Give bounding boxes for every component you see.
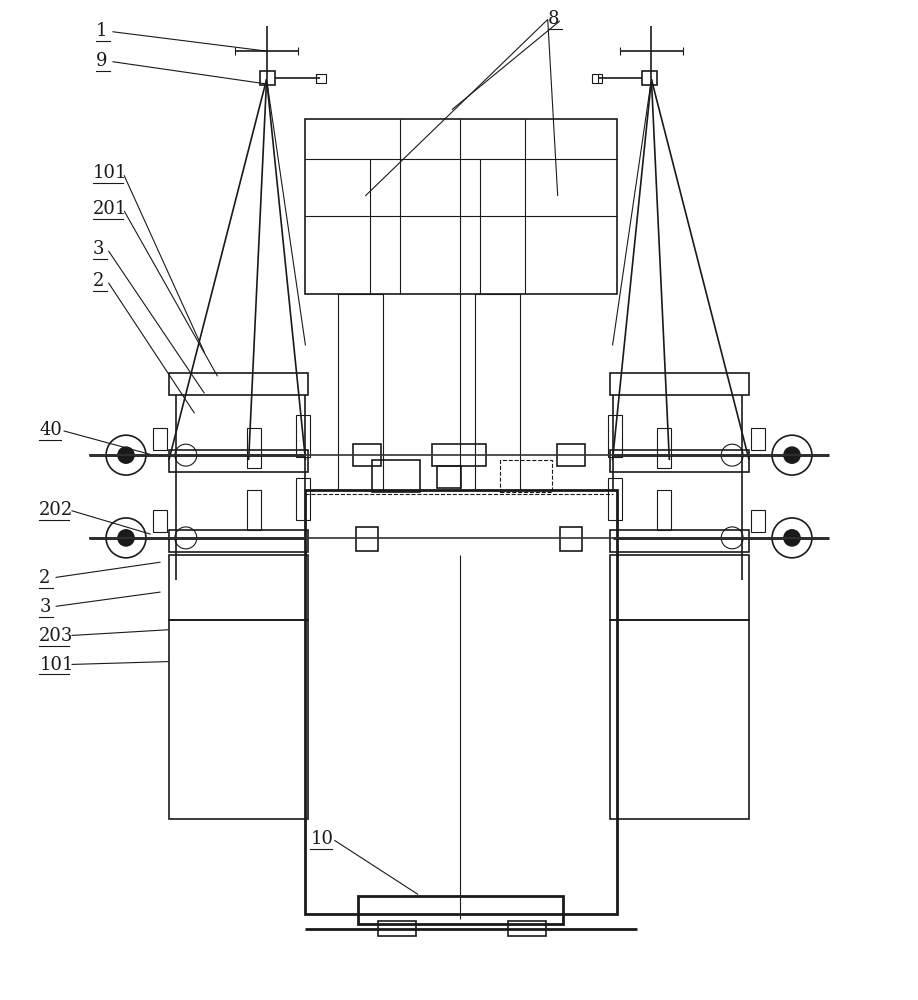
- Bar: [353, 444, 381, 466]
- Bar: [610, 450, 749, 472]
- Bar: [169, 555, 308, 620]
- Bar: [610, 620, 749, 819]
- Text: 3: 3: [39, 598, 50, 616]
- Bar: [153, 428, 167, 450]
- Bar: [306, 490, 617, 914]
- Bar: [657, 490, 671, 530]
- Bar: [169, 450, 308, 472]
- Bar: [610, 373, 749, 395]
- Text: 101: 101: [39, 656, 73, 674]
- Bar: [500, 460, 552, 492]
- Bar: [169, 620, 308, 819]
- Text: 8: 8: [548, 10, 559, 28]
- Bar: [378, 921, 416, 936]
- Circle shape: [784, 447, 800, 463]
- Text: 10: 10: [310, 830, 333, 848]
- Bar: [475, 294, 520, 490]
- Text: 202: 202: [39, 501, 73, 519]
- Bar: [169, 373, 308, 395]
- Bar: [608, 415, 621, 457]
- Bar: [751, 428, 765, 450]
- Bar: [508, 921, 545, 936]
- Bar: [297, 478, 310, 520]
- Bar: [432, 444, 486, 466]
- Bar: [643, 71, 657, 85]
- Bar: [358, 896, 563, 924]
- Bar: [153, 510, 167, 532]
- Bar: [317, 74, 327, 83]
- Bar: [657, 428, 671, 468]
- Text: 1: 1: [96, 22, 107, 40]
- Bar: [610, 530, 749, 552]
- Circle shape: [118, 530, 134, 546]
- Text: 9: 9: [96, 52, 107, 70]
- Bar: [608, 478, 621, 520]
- Bar: [591, 74, 601, 83]
- Bar: [437, 466, 461, 488]
- Bar: [247, 428, 261, 468]
- Bar: [556, 444, 585, 466]
- Bar: [610, 555, 749, 620]
- Circle shape: [118, 447, 134, 463]
- Text: 3: 3: [93, 240, 105, 258]
- Text: 40: 40: [39, 421, 62, 439]
- Text: 2: 2: [93, 272, 105, 290]
- Text: 2: 2: [39, 569, 50, 587]
- Bar: [306, 119, 617, 294]
- Text: 203: 203: [39, 627, 73, 645]
- Bar: [356, 527, 378, 551]
- Bar: [297, 415, 310, 457]
- Text: 201: 201: [93, 200, 128, 218]
- Bar: [751, 510, 765, 532]
- Circle shape: [784, 530, 800, 546]
- Bar: [169, 530, 308, 552]
- Bar: [339, 294, 383, 490]
- Bar: [373, 460, 420, 492]
- Bar: [247, 490, 261, 530]
- Bar: [260, 71, 274, 85]
- Bar: [560, 527, 582, 551]
- Text: 101: 101: [93, 164, 128, 182]
